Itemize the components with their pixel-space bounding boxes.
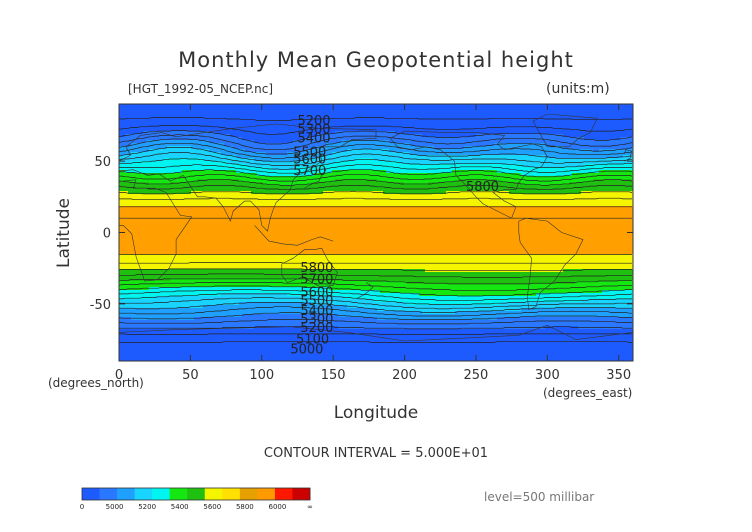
contour-label-4: 5600 [293,153,326,168]
colorbar-label-6: 6000 [269,503,287,511]
x-tick-label-7: 350 [606,368,631,383]
x-tick-label-0: 0 [115,368,123,383]
level-label: level=500 millibar [484,490,595,504]
contour-label-6: 5800 [466,180,499,195]
x-tick-label-1: 50 [182,368,199,383]
file-label: [HGT_1992-05_NCEP.nc] [128,82,274,96]
x-tick-label-2: 100 [249,368,274,383]
colorbar-swatch-9 [239,488,258,500]
coastline-0 [119,179,193,282]
x-axis-label-text: Longitude [333,403,419,423]
contour-label-0: 5200 [297,114,330,129]
coastline-5 [532,113,598,148]
contour-label-7: 5800 [300,261,333,276]
axis-ticks: 0 50 100 150 200 250 300 350 -50 0 50 [90,104,633,383]
colorbar-swatch-0 [82,488,100,500]
contour-label-14: 5100 [296,333,329,348]
colorbar-label-4: 5600 [203,503,221,511]
colorbar-swatch-8 [222,488,241,500]
coastline-4 [518,217,584,311]
colorbar-label-2: 5200 [138,503,156,511]
colorbar-label-0: 0 [80,503,84,511]
colorbar-swatch-7 [204,488,223,500]
colorbar-label-3: 5400 [171,503,189,511]
contour-label-5: 5700 [293,164,326,179]
y-tick-label-0: -50 [90,298,111,313]
coastline-10 [624,149,632,162]
colorbar-label-5: 5800 [236,503,254,511]
contour-label-1: 5300 [297,123,330,138]
filled-contour-bands [119,104,633,361]
contour-label-12: 5300 [300,313,333,328]
y-tick-label-2: 50 [94,155,111,170]
contour-label-2: 5400 [297,131,330,146]
coastline-8 [304,169,327,189]
x-tick-label-3: 150 [321,368,346,383]
x-tick-label-6: 300 [535,368,560,383]
contour-interval-label: CONTOUR INTERVAL = 5.000E+01 [263,446,489,461]
coastline-7 [254,225,334,246]
chart-title: Monthly Mean Geopotential height [178,48,574,72]
contour-label-3: 5500 [293,146,326,161]
colorbar-swatch-2 [117,488,136,500]
colorbar-swatch-3 [134,488,153,500]
coastlines [119,113,633,342]
colorbar-swatch-4 [152,488,171,500]
colorbar-label-1: 5000 [106,503,124,511]
x-unit-label: (degrees_east) [543,386,633,400]
x-tick-label-5: 250 [464,368,489,383]
colorbar-swatch-5 [169,488,188,500]
contour-labels: 5200530054005500560057005800580057005600… [290,114,499,357]
coastline-6 [119,324,633,342]
y-tick-label-1: 0 [103,227,111,242]
x-axis-label: Longitude [0,403,752,423]
colorbar-swatch-12 [292,488,311,500]
x-tick-label-4: 200 [392,368,417,383]
colorbar-frame [81,487,311,501]
coastline-1 [119,123,377,232]
colorbar: 0 5000 5200 5400 5600 5800 6000 ∞ [80,487,313,511]
colorbar-swatch-11 [274,488,293,500]
colorbar-label-7: ∞ [307,503,313,511]
colorbar-swatch-1 [99,488,118,500]
colorbar-swatch-10 [257,488,276,500]
contour-label-11: 5400 [300,304,333,319]
units-label: (units:m) [546,81,610,97]
contour-label-10: 5500 [300,294,333,309]
contour-label-15: 5000 [290,343,323,358]
y-unit-label: (degrees_north) [48,376,144,390]
contour-label-13: 5200 [300,321,333,336]
coastline-2 [281,247,338,288]
colorbar-swatch-6 [187,488,206,500]
coastline-9 [357,282,374,299]
coastline-3 [390,130,548,219]
contour-label-8: 5700 [300,273,333,288]
contour-label-9: 5600 [300,285,333,300]
